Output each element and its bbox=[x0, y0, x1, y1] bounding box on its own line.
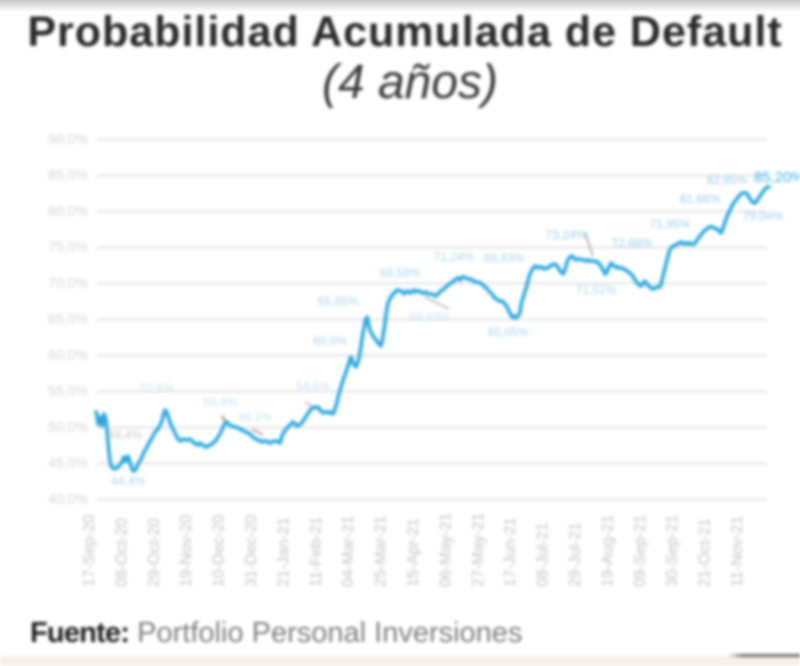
svg-text:60,0%: 60,0% bbox=[48, 347, 88, 363]
svg-text:72,66%: 72,66% bbox=[612, 236, 653, 250]
svg-text:75,0%: 75,0% bbox=[48, 239, 88, 255]
svg-text:52,6%: 52,6% bbox=[140, 381, 174, 395]
svg-text:08-Oct-20: 08-Oct-20 bbox=[113, 518, 130, 587]
svg-text:45,0%: 45,0% bbox=[48, 455, 88, 471]
svg-text:11-Feb-21: 11-Feb-21 bbox=[308, 517, 325, 587]
svg-text:70,0%: 70,0% bbox=[48, 275, 88, 291]
svg-text:06-May-21: 06-May-21 bbox=[437, 513, 454, 587]
svg-text:65,05%: 65,05% bbox=[488, 325, 529, 339]
svg-text:80,0%: 80,0% bbox=[48, 203, 88, 219]
svg-text:90,0%: 90,0% bbox=[48, 131, 88, 147]
svg-text:69,63%: 69,63% bbox=[410, 310, 451, 324]
svg-text:81,66%: 81,66% bbox=[680, 192, 721, 206]
svg-text:11-Nov-21: 11-Nov-21 bbox=[729, 516, 746, 587]
svg-text:69,93%: 69,93% bbox=[484, 251, 525, 265]
svg-text:44,4%: 44,4% bbox=[111, 474, 145, 488]
svg-text:40,0%: 40,0% bbox=[48, 491, 88, 507]
svg-text:54,5%: 54,5% bbox=[296, 379, 330, 393]
svg-text:65,65%: 65,65% bbox=[318, 294, 359, 308]
svg-text:82,95%: 82,95% bbox=[707, 173, 748, 187]
svg-text:30-Sep-21: 30-Sep-21 bbox=[664, 515, 681, 587]
svg-text:17-Sep-20: 17-Sep-20 bbox=[81, 514, 98, 587]
svg-text:71,24%: 71,24% bbox=[434, 250, 475, 264]
svg-text:15-Apr-21: 15-Apr-21 bbox=[405, 518, 422, 587]
svg-text:17-Jun-21: 17-Jun-21 bbox=[502, 517, 519, 587]
svg-text:29-Oct-20: 29-Oct-20 bbox=[146, 518, 163, 587]
svg-text:71,95%: 71,95% bbox=[650, 217, 691, 231]
svg-text:04-Mar-21: 04-Mar-21 bbox=[340, 516, 357, 588]
svg-text:48,1%: 48,1% bbox=[238, 410, 272, 424]
svg-text:50,4%: 50,4% bbox=[203, 395, 237, 409]
svg-text:69,58%: 69,58% bbox=[380, 266, 421, 280]
svg-text:60,0%: 60,0% bbox=[313, 334, 347, 348]
svg-text:31-Dec-20: 31-Dec-20 bbox=[243, 514, 260, 587]
svg-text:08-Jul-21: 08-Jul-21 bbox=[535, 522, 552, 587]
svg-text:50,0%: 50,0% bbox=[48, 419, 88, 435]
svg-text:71,51%: 71,51% bbox=[576, 283, 617, 297]
svg-text:85,20%: 85,20% bbox=[754, 169, 800, 186]
svg-text:79,04%: 79,04% bbox=[743, 209, 784, 223]
svg-text:73,24%: 73,24% bbox=[546, 228, 587, 242]
svg-text:09-Sep-21: 09-Sep-21 bbox=[632, 515, 649, 587]
svg-text:85,0%: 85,0% bbox=[48, 167, 88, 183]
svg-text:10-Dec-20: 10-Dec-20 bbox=[211, 514, 228, 587]
svg-text:65,0%: 65,0% bbox=[48, 311, 88, 327]
svg-text:19-Nov-20: 19-Nov-20 bbox=[178, 514, 195, 587]
svg-text:29-Jul-21: 29-Jul-21 bbox=[567, 522, 584, 587]
svg-text:21-Jan-21: 21-Jan-21 bbox=[275, 517, 292, 587]
svg-text:25-Mar-21: 25-Mar-21 bbox=[373, 516, 390, 588]
svg-text:27-May-21: 27-May-21 bbox=[470, 513, 487, 587]
svg-text:21-Oct-21: 21-Oct-21 bbox=[697, 518, 714, 587]
svg-text:55,0%: 55,0% bbox=[48, 383, 88, 399]
svg-text:49,4%: 49,4% bbox=[108, 428, 142, 442]
svg-text:19-Aug-21: 19-Aug-21 bbox=[599, 515, 616, 587]
